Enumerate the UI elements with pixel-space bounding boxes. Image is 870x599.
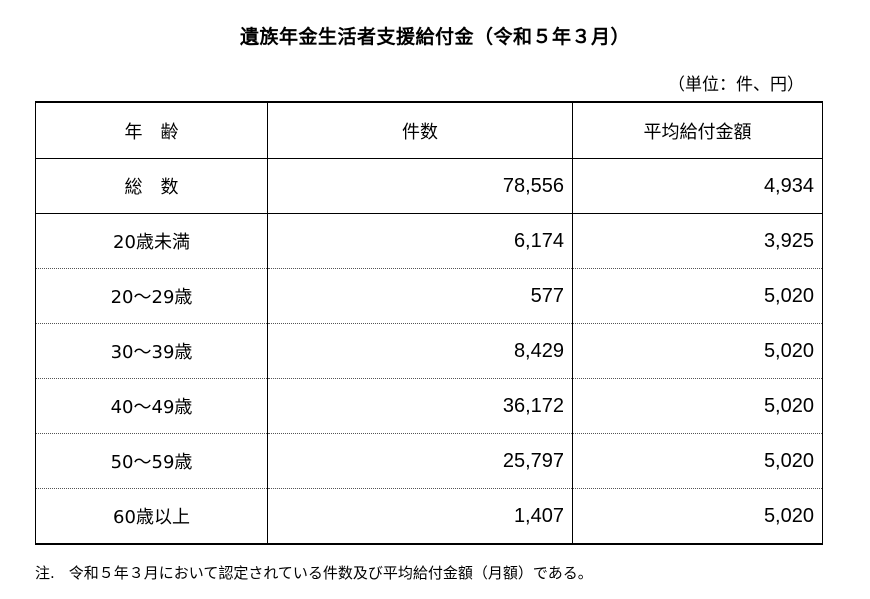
header-avg-amount: 平均給付金額 (572, 101, 823, 159)
row-label: 30～39歳 (35, 323, 268, 379)
table-row: 20歳未満 6,174 3,925 (35, 213, 823, 269)
table-row: 60歳以上 1,407 5,020 (35, 488, 823, 545)
table-row: 50～59歳 25,797 5,020 (35, 433, 823, 489)
row-label: 60歳以上 (35, 488, 268, 545)
row-avg-amount: 5,020 (572, 433, 823, 489)
table-title: 遺族年金生活者支援給付金（令和５年３月） (239, 26, 630, 48)
row-label: 総 数 (35, 158, 268, 214)
row-avg-amount: 5,020 (572, 378, 823, 434)
row-label: 20～29歳 (35, 268, 268, 324)
row-count: 6,174 (267, 213, 573, 269)
footnote-text: 令和５年３月において認定されている件数及び平均給付金額（月額）である。 (68, 564, 593, 582)
row-avg-amount: 3,925 (572, 213, 823, 269)
row-label: 20歳未満 (35, 213, 268, 269)
row-avg-amount: 5,020 (572, 323, 823, 379)
footnote: 注. 令和５年３月において認定されている件数及び平均給付金額（月額）である。 (35, 562, 593, 583)
header-age: 年 齢 (35, 101, 268, 159)
table-row-total: 総 数 78,556 4,934 (35, 158, 823, 214)
unit-label: （単位：件、円） (668, 75, 804, 95)
row-avg-amount: 5,020 (572, 268, 823, 324)
table-row: 20～29歳 577 5,020 (35, 268, 823, 324)
benefit-table: 年 齢 件数 平均給付金額 総 数 78,556 4,934 20歳未満 6,1… (35, 101, 823, 545)
header-count: 件数 (267, 101, 573, 159)
row-count: 36,172 (267, 378, 573, 434)
footnote-prefix: 注. (35, 564, 55, 582)
row-label: 50～59歳 (35, 433, 268, 489)
row-label: 40～49歳 (35, 378, 268, 434)
header-row: 年 齢 件数 平均給付金額 (35, 101, 823, 159)
row-count: 8,429 (267, 323, 573, 379)
row-count: 78,556 (267, 158, 573, 214)
table-row: 30～39歳 8,429 5,020 (35, 323, 823, 379)
row-count: 577 (267, 268, 573, 324)
row-count: 1,407 (267, 488, 573, 545)
row-count: 25,797 (267, 433, 573, 489)
row-avg-amount: 5,020 (572, 488, 823, 545)
row-avg-amount: 4,934 (572, 158, 823, 214)
table-row: 40～49歳 36,172 5,020 (35, 378, 823, 434)
